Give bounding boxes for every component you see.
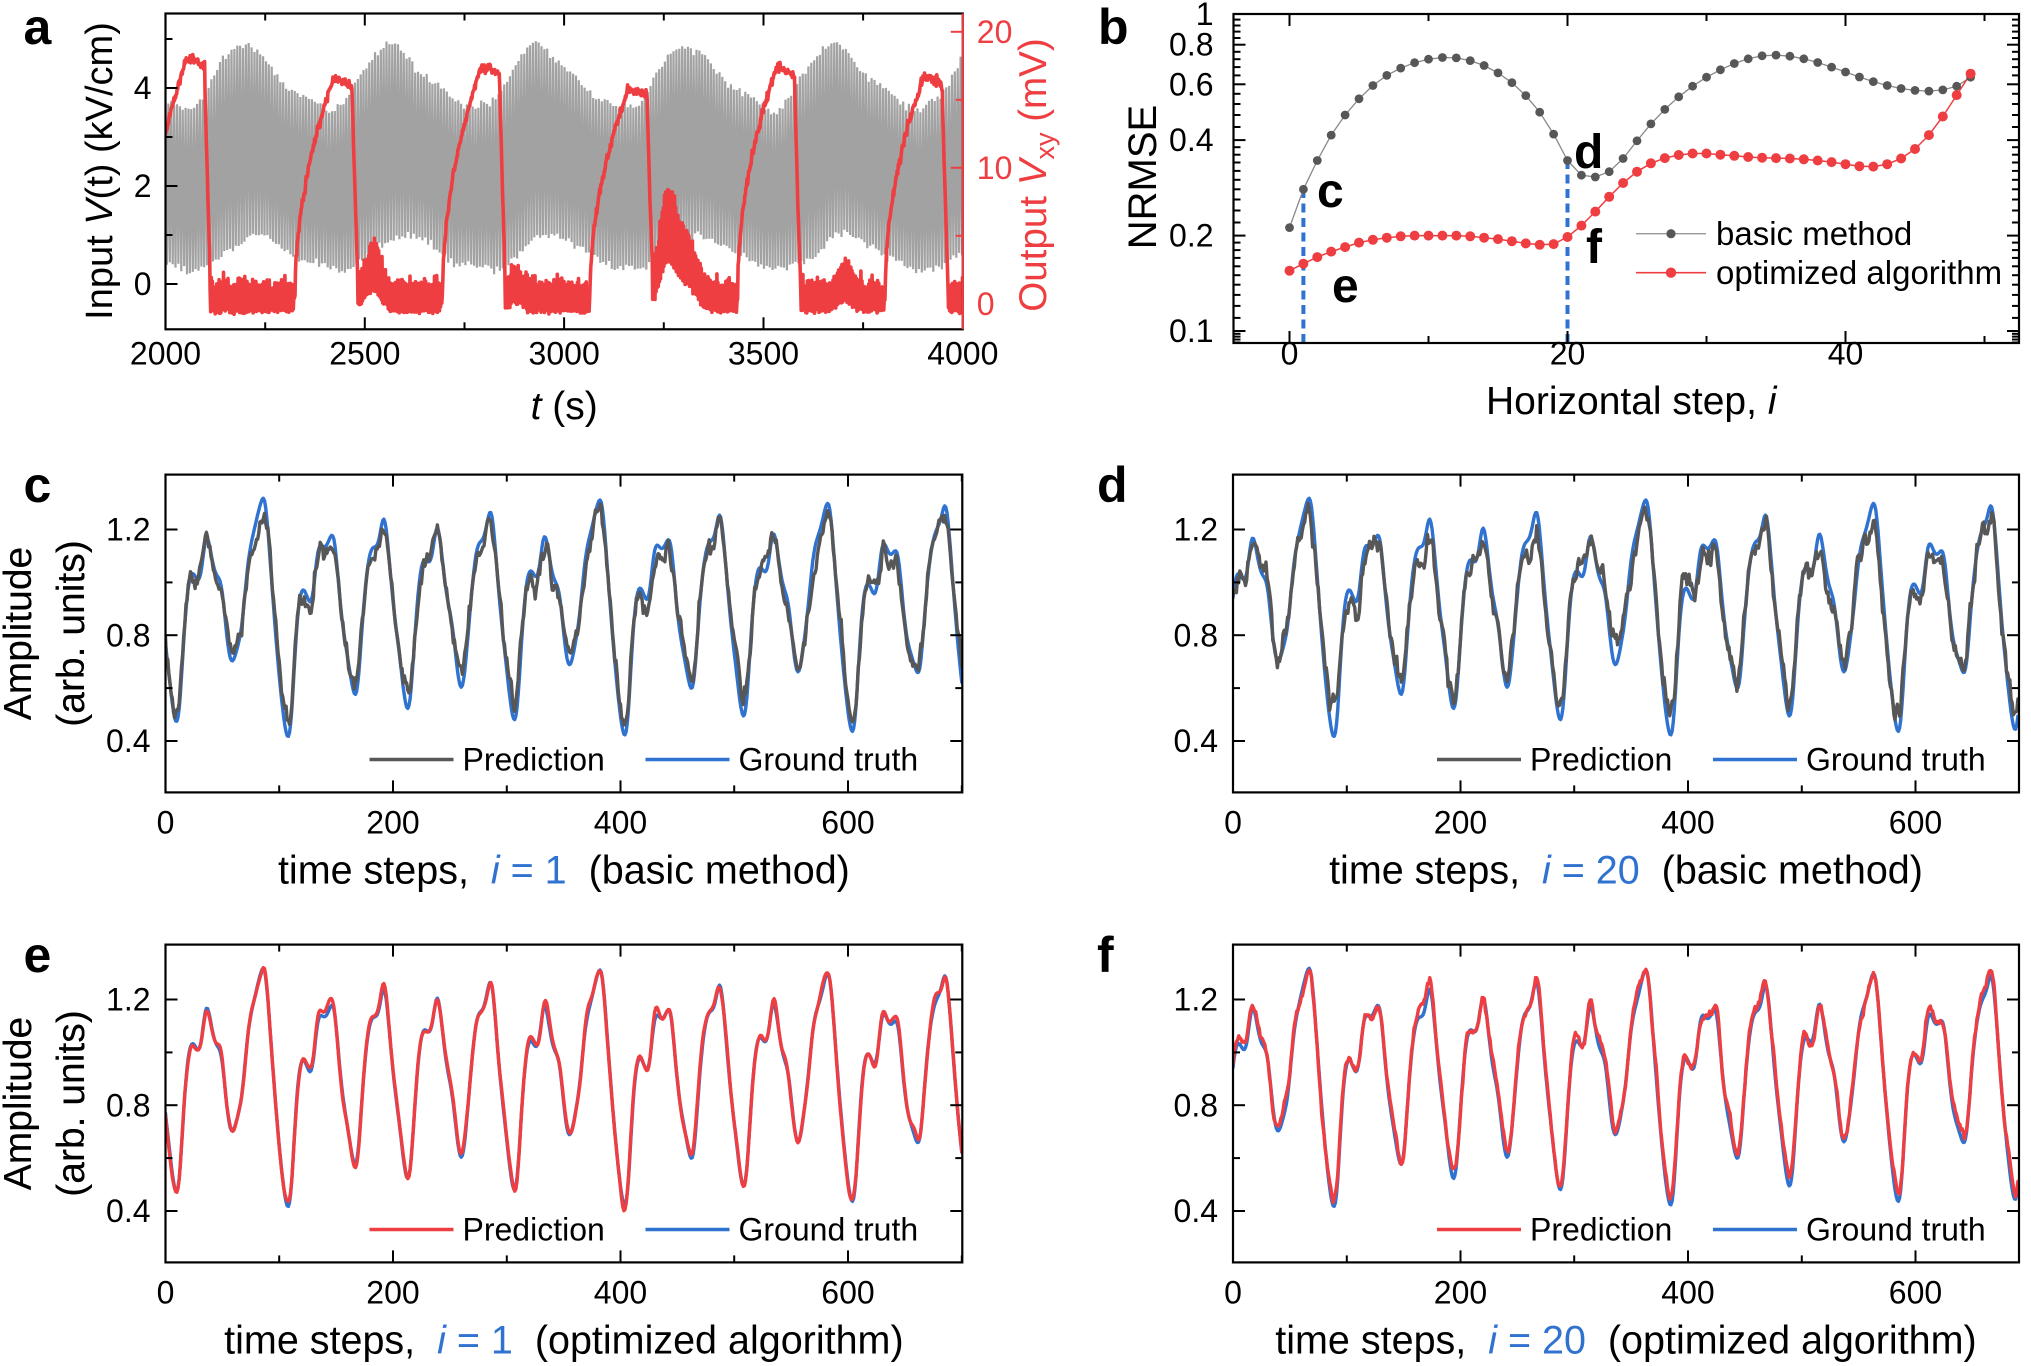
svg-text:600: 600	[821, 804, 874, 840]
svg-text:Horizontal step, i: Horizontal step, i	[1486, 380, 1778, 423]
svg-text:600: 600	[1889, 1274, 1942, 1310]
svg-text:Amplitude: Amplitude	[0, 1017, 40, 1190]
svg-text:1.2: 1.2	[106, 512, 150, 548]
svg-text:Prediction: Prediction	[1530, 1212, 1672, 1248]
svg-text:1.2: 1.2	[1174, 512, 1218, 548]
svg-text:Prediction: Prediction	[1530, 742, 1672, 778]
svg-text:Amplitude: Amplitude	[0, 547, 40, 720]
svg-text:4000: 4000	[927, 336, 998, 372]
svg-text:Ground truth: Ground truth	[1806, 1212, 1986, 1248]
svg-text:20: 20	[1550, 336, 1586, 372]
svg-text:0.2: 0.2	[1169, 218, 1213, 254]
svg-text:Ground truth: Ground truth	[739, 742, 919, 778]
svg-text:Amplitude: Amplitude	[0, 547, 40, 720]
svg-text:4: 4	[134, 70, 152, 106]
svg-text:1.2: 1.2	[1174, 982, 1218, 1018]
svg-text:time steps, i = 20 (optimize: time steps, i = 20 (optimized algorithm)	[1275, 1318, 1976, 1362]
svg-text:1.2: 1.2	[106, 982, 150, 1018]
svg-text:200: 200	[1434, 804, 1487, 840]
svg-text:(arb. units): (arb. units)	[50, 540, 93, 726]
svg-text:0.6: 0.6	[1169, 66, 1213, 102]
svg-text:400: 400	[594, 1274, 647, 1310]
svg-text:basic method: basic method	[1716, 215, 1912, 252]
svg-text:1: 1	[1196, 0, 1214, 32]
svg-text:e: e	[24, 927, 52, 983]
svg-text:0: 0	[157, 1274, 175, 1310]
svg-text:600: 600	[1889, 804, 1942, 840]
svg-text:3500: 3500	[728, 336, 799, 372]
svg-text:optimized algorithm: optimized algorithm	[1716, 254, 2002, 291]
svg-text:(arb. units): (arb. units)	[50, 1010, 93, 1196]
svg-text:e: e	[1332, 260, 1359, 313]
svg-text:time steps, i = 1 (basic met: time steps, i = 1 (basic method)	[278, 848, 850, 892]
svg-text:0: 0	[157, 804, 175, 840]
svg-text:0: 0	[977, 286, 995, 322]
svg-text:NRMSE: NRMSE	[1121, 105, 1165, 249]
svg-text:20: 20	[977, 14, 1013, 50]
svg-text:d: d	[1097, 457, 1128, 513]
svg-text:40: 40	[1828, 336, 1864, 372]
svg-text:200: 200	[1434, 1274, 1487, 1310]
svg-text:time steps, i = 20 (basic me: time steps, i = 20 (basic method)	[1329, 848, 1923, 892]
svg-text:Ground truth: Ground truth	[739, 1212, 919, 1248]
svg-text:400: 400	[594, 804, 647, 840]
svg-text:0.8: 0.8	[1174, 1087, 1218, 1123]
svg-text:2000: 2000	[130, 336, 201, 372]
svg-text:b: b	[1098, 0, 1129, 55]
svg-text:time steps, i = 1 (optimized: time steps, i = 1 (optimized algorithm)	[224, 1318, 903, 1362]
svg-text:(arb. units): (arb. units)	[50, 540, 93, 726]
svg-text:3000: 3000	[529, 336, 600, 372]
svg-text:Amplitude: Amplitude	[0, 1017, 40, 1190]
svg-text:f: f	[1097, 927, 1114, 983]
svg-text:10: 10	[977, 150, 1013, 186]
svg-text:d: d	[1574, 126, 1603, 179]
svg-text:400: 400	[1661, 804, 1714, 840]
svg-text:0: 0	[1281, 336, 1299, 372]
svg-text:600: 600	[821, 1274, 874, 1310]
svg-text:Input V(t) (kV/cm): Input V(t) (kV/cm)	[79, 22, 121, 320]
svg-text:2500: 2500	[329, 336, 400, 372]
svg-text:0: 0	[134, 266, 152, 302]
svg-text:a: a	[24, 0, 53, 55]
svg-text:Prediction: Prediction	[463, 1212, 605, 1248]
svg-text:t (s): t (s)	[531, 385, 598, 428]
svg-text:0: 0	[1224, 804, 1242, 840]
svg-text:0: 0	[1224, 1274, 1242, 1310]
svg-text:Ground truth: Ground truth	[1806, 742, 1986, 778]
svg-text:400: 400	[1661, 1274, 1714, 1310]
svg-text:Prediction: Prediction	[463, 742, 605, 778]
svg-text:0.1: 0.1	[1169, 313, 1213, 349]
svg-text:c: c	[24, 457, 52, 513]
svg-text:0.4: 0.4	[106, 1193, 150, 1229]
svg-text:2: 2	[134, 168, 152, 204]
svg-text:200: 200	[366, 804, 419, 840]
svg-text:0.8: 0.8	[106, 1087, 150, 1123]
svg-text:Output Vxy (mV): Output Vxy (mV)	[1012, 38, 1060, 312]
svg-text:0.4: 0.4	[1174, 723, 1218, 759]
svg-text:0.4: 0.4	[106, 723, 150, 759]
svg-text:0.4: 0.4	[1169, 122, 1213, 158]
svg-text:c: c	[1317, 165, 1344, 218]
svg-text:200: 200	[366, 1274, 419, 1310]
svg-text:0.4: 0.4	[1174, 1193, 1218, 1229]
svg-text:0.8: 0.8	[106, 617, 150, 653]
svg-text:0.8: 0.8	[1169, 27, 1213, 63]
svg-text:f: f	[1586, 221, 1603, 274]
svg-text:(arb. units): (arb. units)	[50, 1010, 93, 1196]
svg-text:0.8: 0.8	[1174, 617, 1218, 653]
